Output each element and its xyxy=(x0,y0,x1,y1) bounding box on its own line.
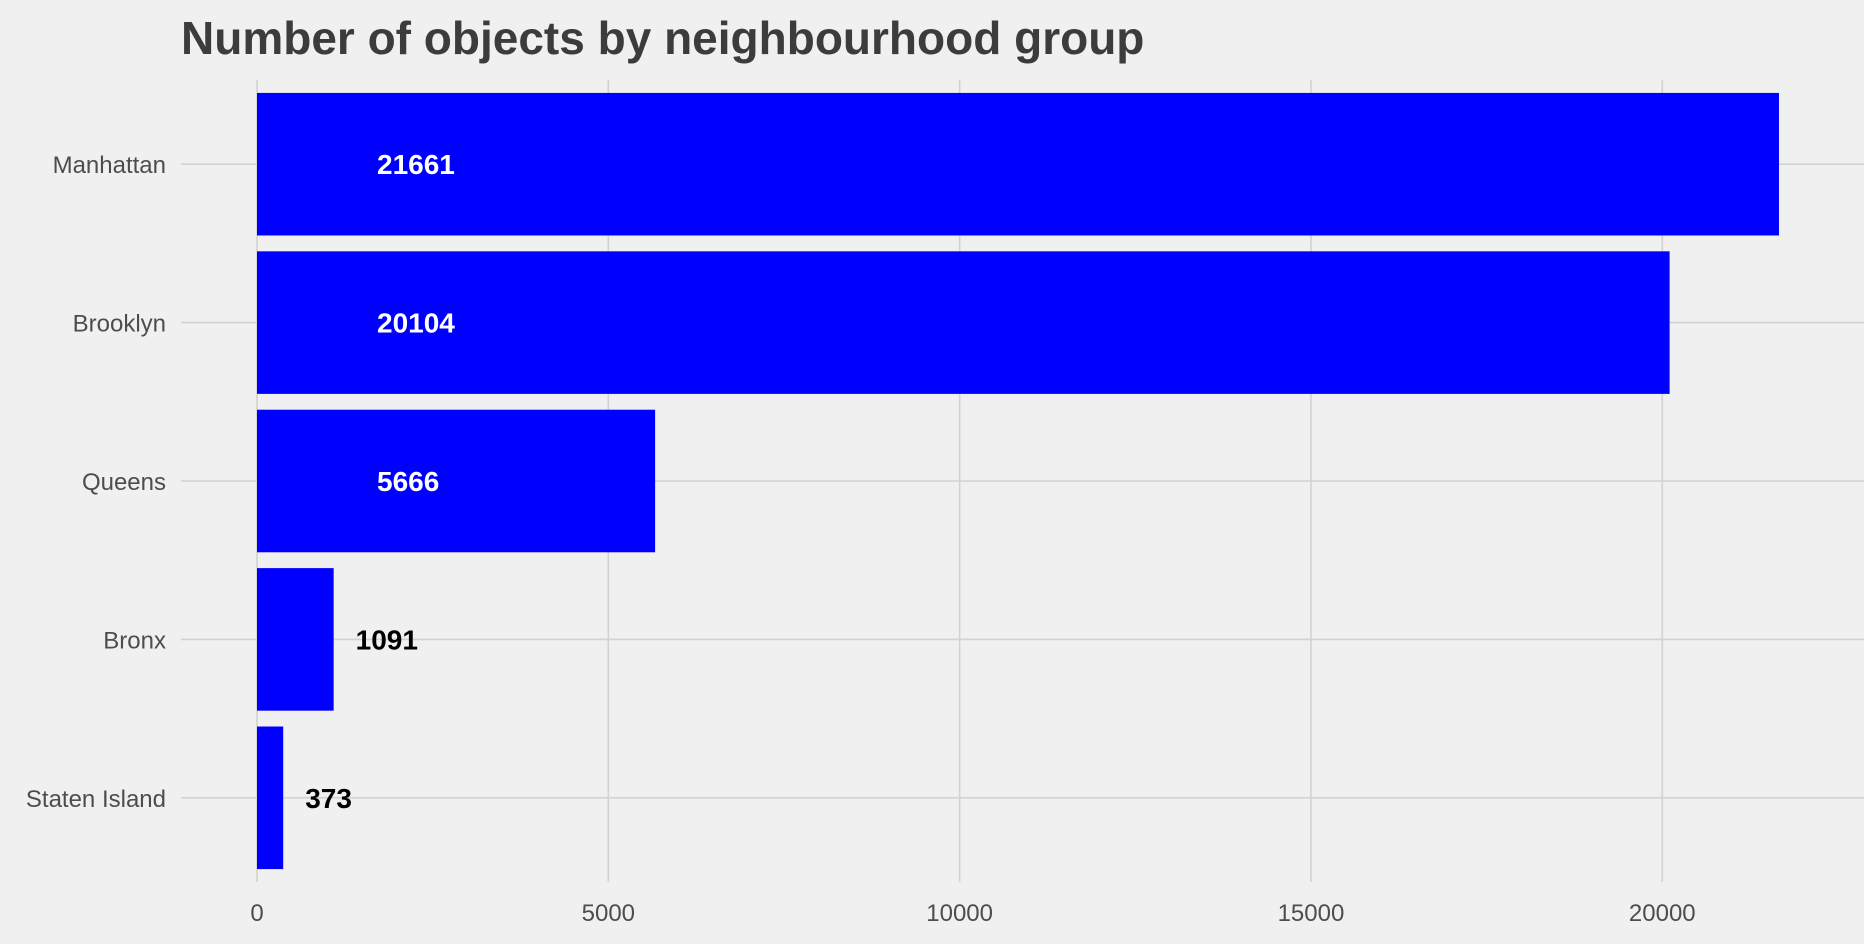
x-tick-label: 20000 xyxy=(1629,900,1696,927)
y-tick-label: Bronx xyxy=(103,627,166,654)
x-axis-tick-labels: 0 5000 10000 15000 20000 xyxy=(250,900,1695,927)
bars xyxy=(257,92,1779,870)
bar-value-label: 21661 xyxy=(377,149,455,180)
bar-value-label: 20104 xyxy=(377,308,455,339)
x-tick-label: 10000 xyxy=(926,900,993,927)
y-tick-label: Brooklyn xyxy=(73,311,166,338)
data-labels: 21661 20104 5666 1091 373 xyxy=(305,149,455,814)
chart-title: Number of objects by neighbourhood group xyxy=(181,12,1144,64)
y-tick-label: Queens xyxy=(82,469,166,496)
x-tick-label: 15000 xyxy=(1278,900,1345,927)
bar-value-label: 373 xyxy=(305,783,352,814)
bar-value-label: 5666 xyxy=(377,466,439,497)
y-tick-label: Manhattan xyxy=(53,152,166,179)
x-tick-label: 0 xyxy=(250,900,263,927)
y-axis-tick-labels: Manhattan Brooklyn Queens Bronx Staten Islan… xyxy=(26,152,166,813)
y-tick-label: Staten Island xyxy=(26,786,166,813)
bar xyxy=(257,251,1670,394)
bar xyxy=(257,409,656,553)
x-tick-label: 5000 xyxy=(582,900,635,927)
bar xyxy=(257,92,1779,236)
bar-value-label: 1091 xyxy=(356,624,418,655)
bar xyxy=(257,568,334,711)
bar xyxy=(257,726,284,870)
